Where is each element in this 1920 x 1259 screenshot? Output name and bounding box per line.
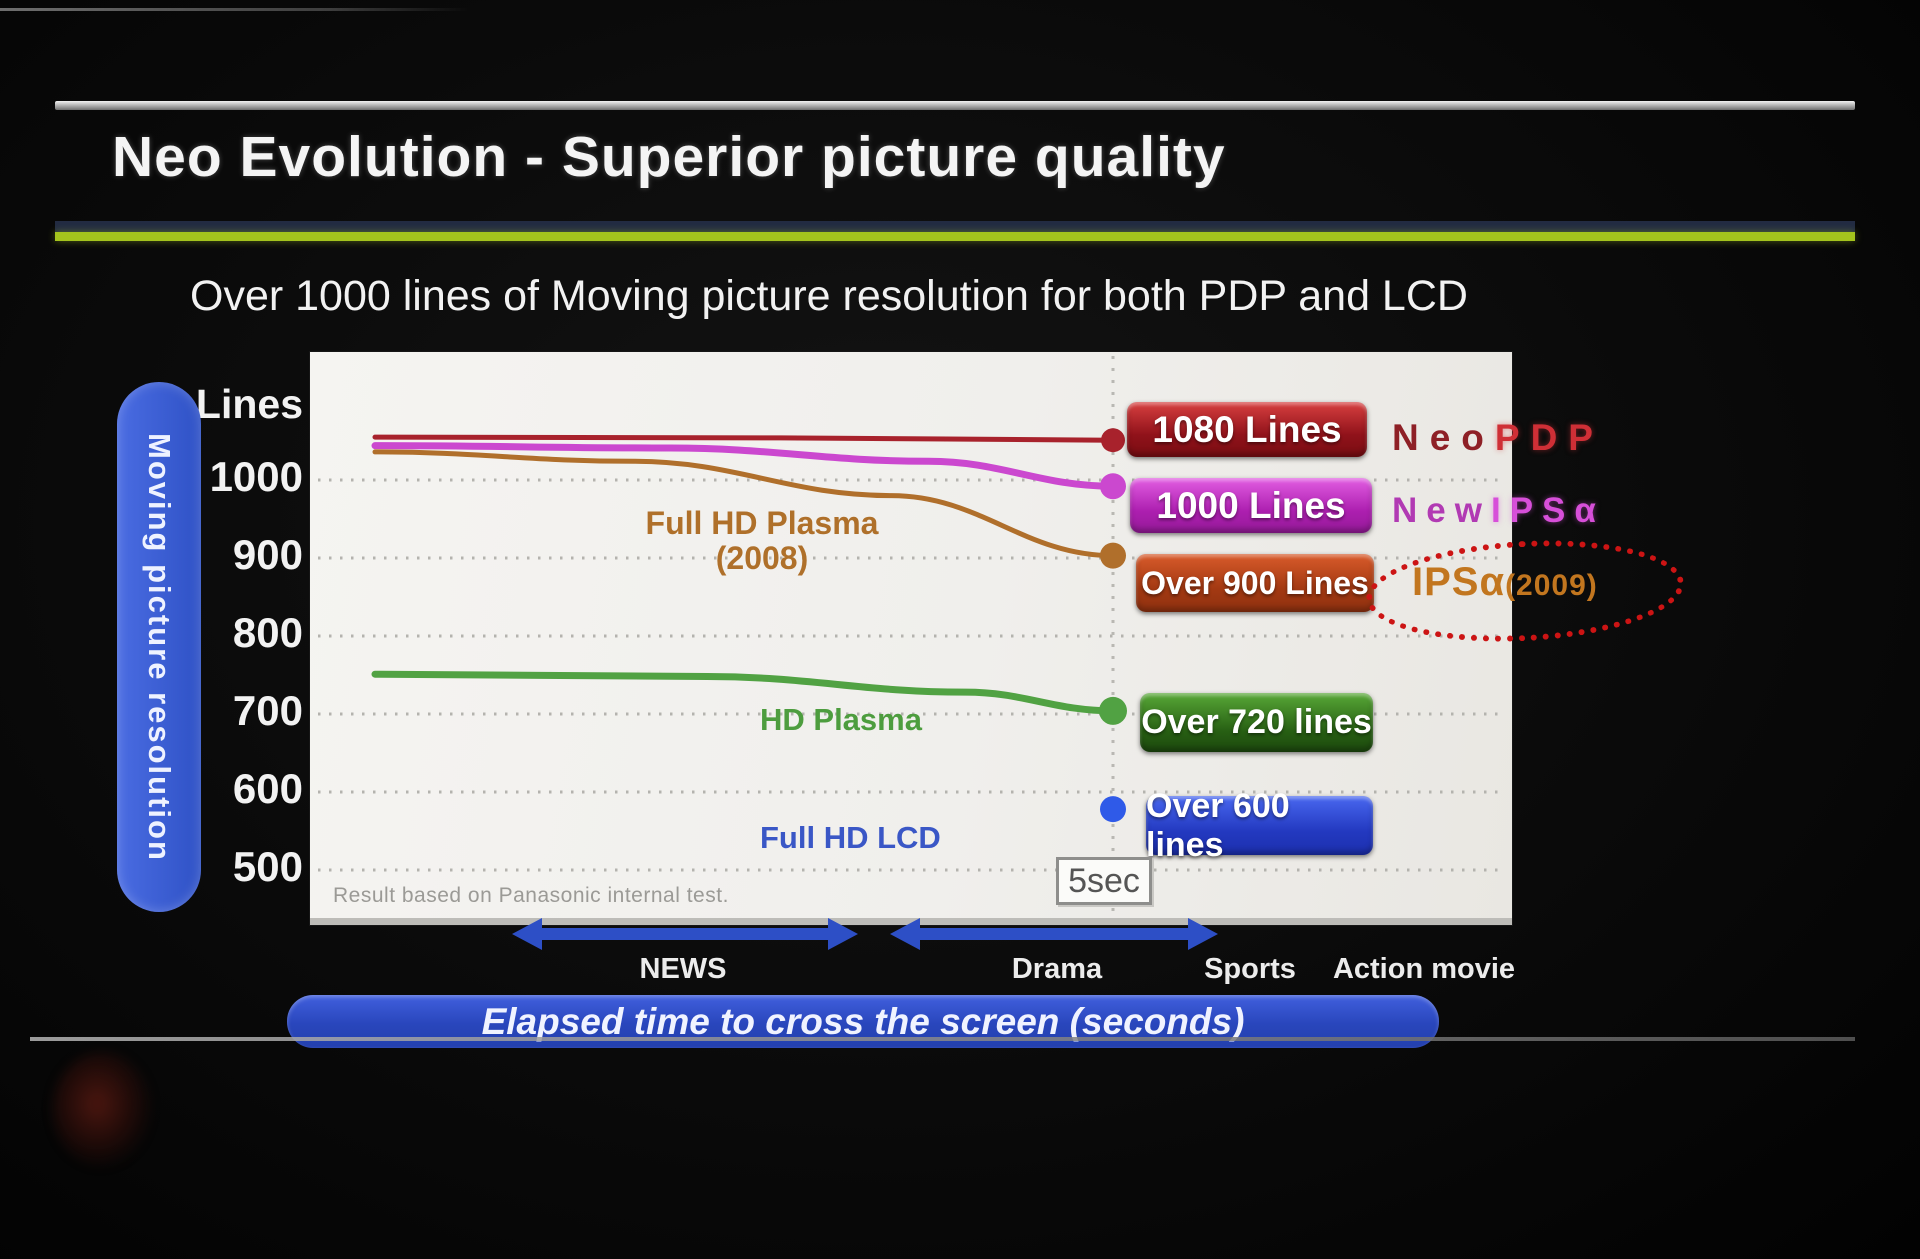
y-tick-600: 600: [232, 765, 303, 812]
slide-bottom-rule: [30, 1037, 1855, 1041]
badge-1000-lines: 1000 Lines: [1130, 478, 1372, 533]
y-tick-1000: 1000: [209, 453, 303, 500]
series-name-ipsa-part1: IPSα: [1412, 560, 1506, 604]
badge-1080-lines: 1080 Lines: [1127, 402, 1367, 457]
chart-footnote: Result based on Panasonic internal test.: [333, 884, 729, 907]
y-axis-unit-label: Lines: [195, 381, 303, 427]
slide-title: Neo Evolution - Superior picture quality: [112, 125, 1226, 189]
series-name-ipsa-part2: (2009): [1505, 569, 1598, 602]
audience-head-silhouette: [52, 1052, 152, 1167]
series-name-ipsa-2009: IPSα(2009): [1412, 560, 1598, 605]
title-underline-green: [55, 232, 1855, 241]
y-tick-800: 800: [232, 609, 303, 656]
y-axis-title: Moving picture resolution: [142, 432, 177, 862]
inline-label-full-hd-plasma-line1: Full HD Plasma: [645, 505, 879, 541]
x-content-label-drama: Drama: [1011, 953, 1103, 985]
inline-label-hd-plasma: HD Plasma: [760, 702, 922, 737]
slide-top-rule: [55, 101, 1855, 110]
screen-edge-artifact: [0, 8, 470, 11]
inline-label-full-hd-lcd: Full HD LCD: [760, 820, 941, 855]
title-underline-navy: [55, 221, 1855, 232]
x-marker-5sec-box: 5sec: [1056, 857, 1152, 905]
inline-label-full-hd-plasma-2008: Full HD Plasma (2008): [622, 505, 902, 577]
slide-subtitle: Over 1000 lines of Moving picture resolu…: [190, 272, 1468, 320]
badge-over-720-lines: Over 720 lines: [1140, 693, 1373, 752]
series-name-newipsa-part2: IPSα: [1490, 491, 1605, 530]
series-name-neopdp: NeoPDP: [1392, 417, 1604, 459]
x-content-label-sports: Sports: [1204, 953, 1296, 985]
x-content-label-action-movie: Action movie: [1332, 953, 1516, 985]
x-content-label-news: NEWS: [639, 953, 727, 985]
series-name-neopdp-part1: Neo: [1392, 417, 1495, 458]
y-tick-700: 700: [232, 687, 303, 734]
badge-over-600-lines: Over 600 lines: [1146, 787, 1373, 864]
y-axis-title-pill: Moving picture resolution: [117, 382, 201, 912]
series-name-newipsa-part1: New: [1392, 491, 1491, 530]
y-tick-500: 500: [232, 843, 303, 890]
y-tick-900: 900: [232, 531, 303, 578]
series-name-neopdp-part2: PDP: [1494, 417, 1604, 458]
inline-label-full-hd-plasma-line2: (2008): [715, 540, 809, 577]
series-name-newipsa: NewIPSα: [1392, 491, 1605, 531]
badge-over-900-lines: Over 900 Lines: [1136, 554, 1374, 612]
